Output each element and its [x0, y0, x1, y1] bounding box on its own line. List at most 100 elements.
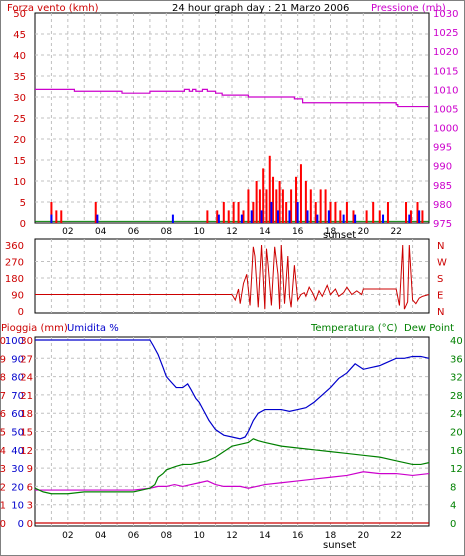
- right-temp-tick-label: 24: [450, 409, 463, 420]
- wind-tick-label: 40: [13, 51, 26, 62]
- direction-tick-label: 0: [18, 307, 24, 318]
- wind-bar: [316, 214, 319, 223]
- climate-panel-grid: [35, 337, 429, 526]
- x-tick-label-bottom: 20: [358, 531, 370, 541]
- gust-bar: [252, 202, 255, 223]
- gust-bar: [386, 202, 389, 223]
- x-tick-label-top: 14: [259, 227, 271, 237]
- wind-bar: [342, 214, 345, 223]
- pressure-tick-label: 985: [433, 181, 452, 192]
- climate-panel-frame: [34, 336, 430, 527]
- wind-bar: [327, 210, 330, 223]
- right-temp-tick-label: 20: [450, 428, 463, 439]
- rain-axis-label: Pioggia (mm): [1, 323, 68, 334]
- gust-bar: [206, 210, 209, 223]
- wind-bar: [354, 214, 357, 223]
- temperature-tick-label: 3: [27, 501, 33, 512]
- wind-bar: [240, 214, 243, 223]
- wind-bar: [296, 202, 299, 223]
- wind-bar: [260, 210, 263, 223]
- wind-tick-label: 15: [13, 156, 26, 167]
- right-temp-tick-label: 0: [450, 519, 456, 530]
- right-temp-tick-label: 40: [450, 336, 463, 347]
- rain-tick-label: 0: [0, 519, 6, 530]
- humidity-tick-label: 0: [18, 519, 24, 530]
- humidity-tick-label: 30: [11, 464, 24, 475]
- axis-labels: 0510152025303540455097598098599099510001…: [0, 9, 463, 541]
- x-tick-label-top: 10: [193, 227, 205, 237]
- wind-bar: [270, 202, 273, 223]
- gust-bar: [372, 202, 375, 223]
- gust-bar: [365, 210, 368, 223]
- gust-bar: [314, 202, 317, 223]
- gust-bar: [242, 210, 245, 223]
- compass-tick-label: E: [437, 291, 443, 302]
- direction-tick-label: 90: [11, 291, 24, 302]
- wind-bar: [276, 210, 279, 223]
- wind-panel-grid: [35, 13, 429, 223]
- x-tick-label-top: 02: [62, 227, 73, 237]
- gust-bar: [421, 210, 424, 223]
- pressure-tick-label: 1000: [433, 124, 458, 135]
- gust-bar: [55, 210, 58, 223]
- pressure-tick-label: 1020: [433, 47, 458, 58]
- humidity-tick-label: 10: [11, 501, 24, 512]
- pressure-tick-label: 1015: [433, 66, 458, 77]
- rain-tick-label: 2: [0, 482, 6, 493]
- x-tick-label-bottom: 16: [292, 531, 304, 541]
- compass-tick-label: S: [437, 274, 443, 285]
- right-temp-tick-label: 36: [450, 354, 463, 365]
- pressure-tick-label: 1005: [433, 104, 458, 115]
- dew-point-line: [35, 471, 430, 491]
- wind-tick-label: 10: [13, 177, 26, 188]
- wind-bar: [50, 214, 53, 223]
- right-temp-tick-label: 12: [450, 464, 463, 475]
- rain-tick-label: 10: [0, 336, 6, 347]
- temperature-tick-label: 6: [27, 482, 33, 493]
- rain-tick-label: 7: [0, 391, 6, 402]
- gust-bar: [345, 202, 348, 223]
- humidity-tick-label: 80: [11, 373, 24, 384]
- wind-tick-label: 45: [13, 30, 26, 41]
- humidity-line: [35, 339, 430, 440]
- rain-tick-label: 9: [0, 354, 6, 365]
- gust-bar: [290, 189, 293, 223]
- direction-tick-label: 270: [5, 258, 24, 269]
- gust-bar: [409, 210, 412, 223]
- x-tick-label-top: 18: [325, 227, 337, 237]
- pressure-tick-label: 975: [433, 219, 452, 230]
- x-tick-label-top: 20: [358, 227, 370, 237]
- gust-bar: [299, 164, 302, 223]
- gust-bar: [216, 210, 219, 223]
- temperature-tick-label: 12: [20, 446, 33, 457]
- pressure-tick-label: 1010: [433, 85, 458, 96]
- x-tick-label-bottom: 10: [193, 531, 205, 541]
- gust-bar: [258, 189, 261, 223]
- dew-point-axis-label: Dew Point: [404, 323, 454, 334]
- wind-tick-label: 5: [20, 198, 26, 209]
- temperature-tick-label: 27: [20, 354, 33, 365]
- right-temp-tick-label: 4: [450, 501, 456, 512]
- compass-tick-label: N: [437, 307, 444, 318]
- rain-tick-label: 4: [0, 446, 6, 457]
- x-tick-label-bottom: 18: [325, 531, 337, 541]
- x-tick-label-top: 22: [390, 227, 401, 237]
- wind-bar: [250, 210, 253, 223]
- gust-bar: [405, 202, 408, 223]
- humidity-tick-label: 50: [11, 428, 24, 439]
- humidity-axis-label: Umidita %: [67, 323, 119, 334]
- rain-tick-label: 5: [0, 428, 6, 439]
- temperature-tick-label: 30: [20, 336, 33, 347]
- x-tick-label-bottom: 02: [62, 531, 73, 541]
- humidity-tick-label: 70: [11, 391, 24, 402]
- wind-bar: [171, 214, 174, 223]
- x-tick-label-bottom: 22: [390, 531, 401, 541]
- gust-bar: [265, 189, 268, 223]
- wind-tick-label: 25: [13, 114, 26, 125]
- gust-bar: [416, 202, 419, 223]
- x-tick-label-top: 06: [128, 227, 140, 237]
- humidity-tick-label: 20: [11, 482, 24, 493]
- gust-bar: [247, 189, 250, 223]
- climate-panel-marks: [34, 339, 430, 524]
- temperature-tick-label: 0: [27, 519, 33, 530]
